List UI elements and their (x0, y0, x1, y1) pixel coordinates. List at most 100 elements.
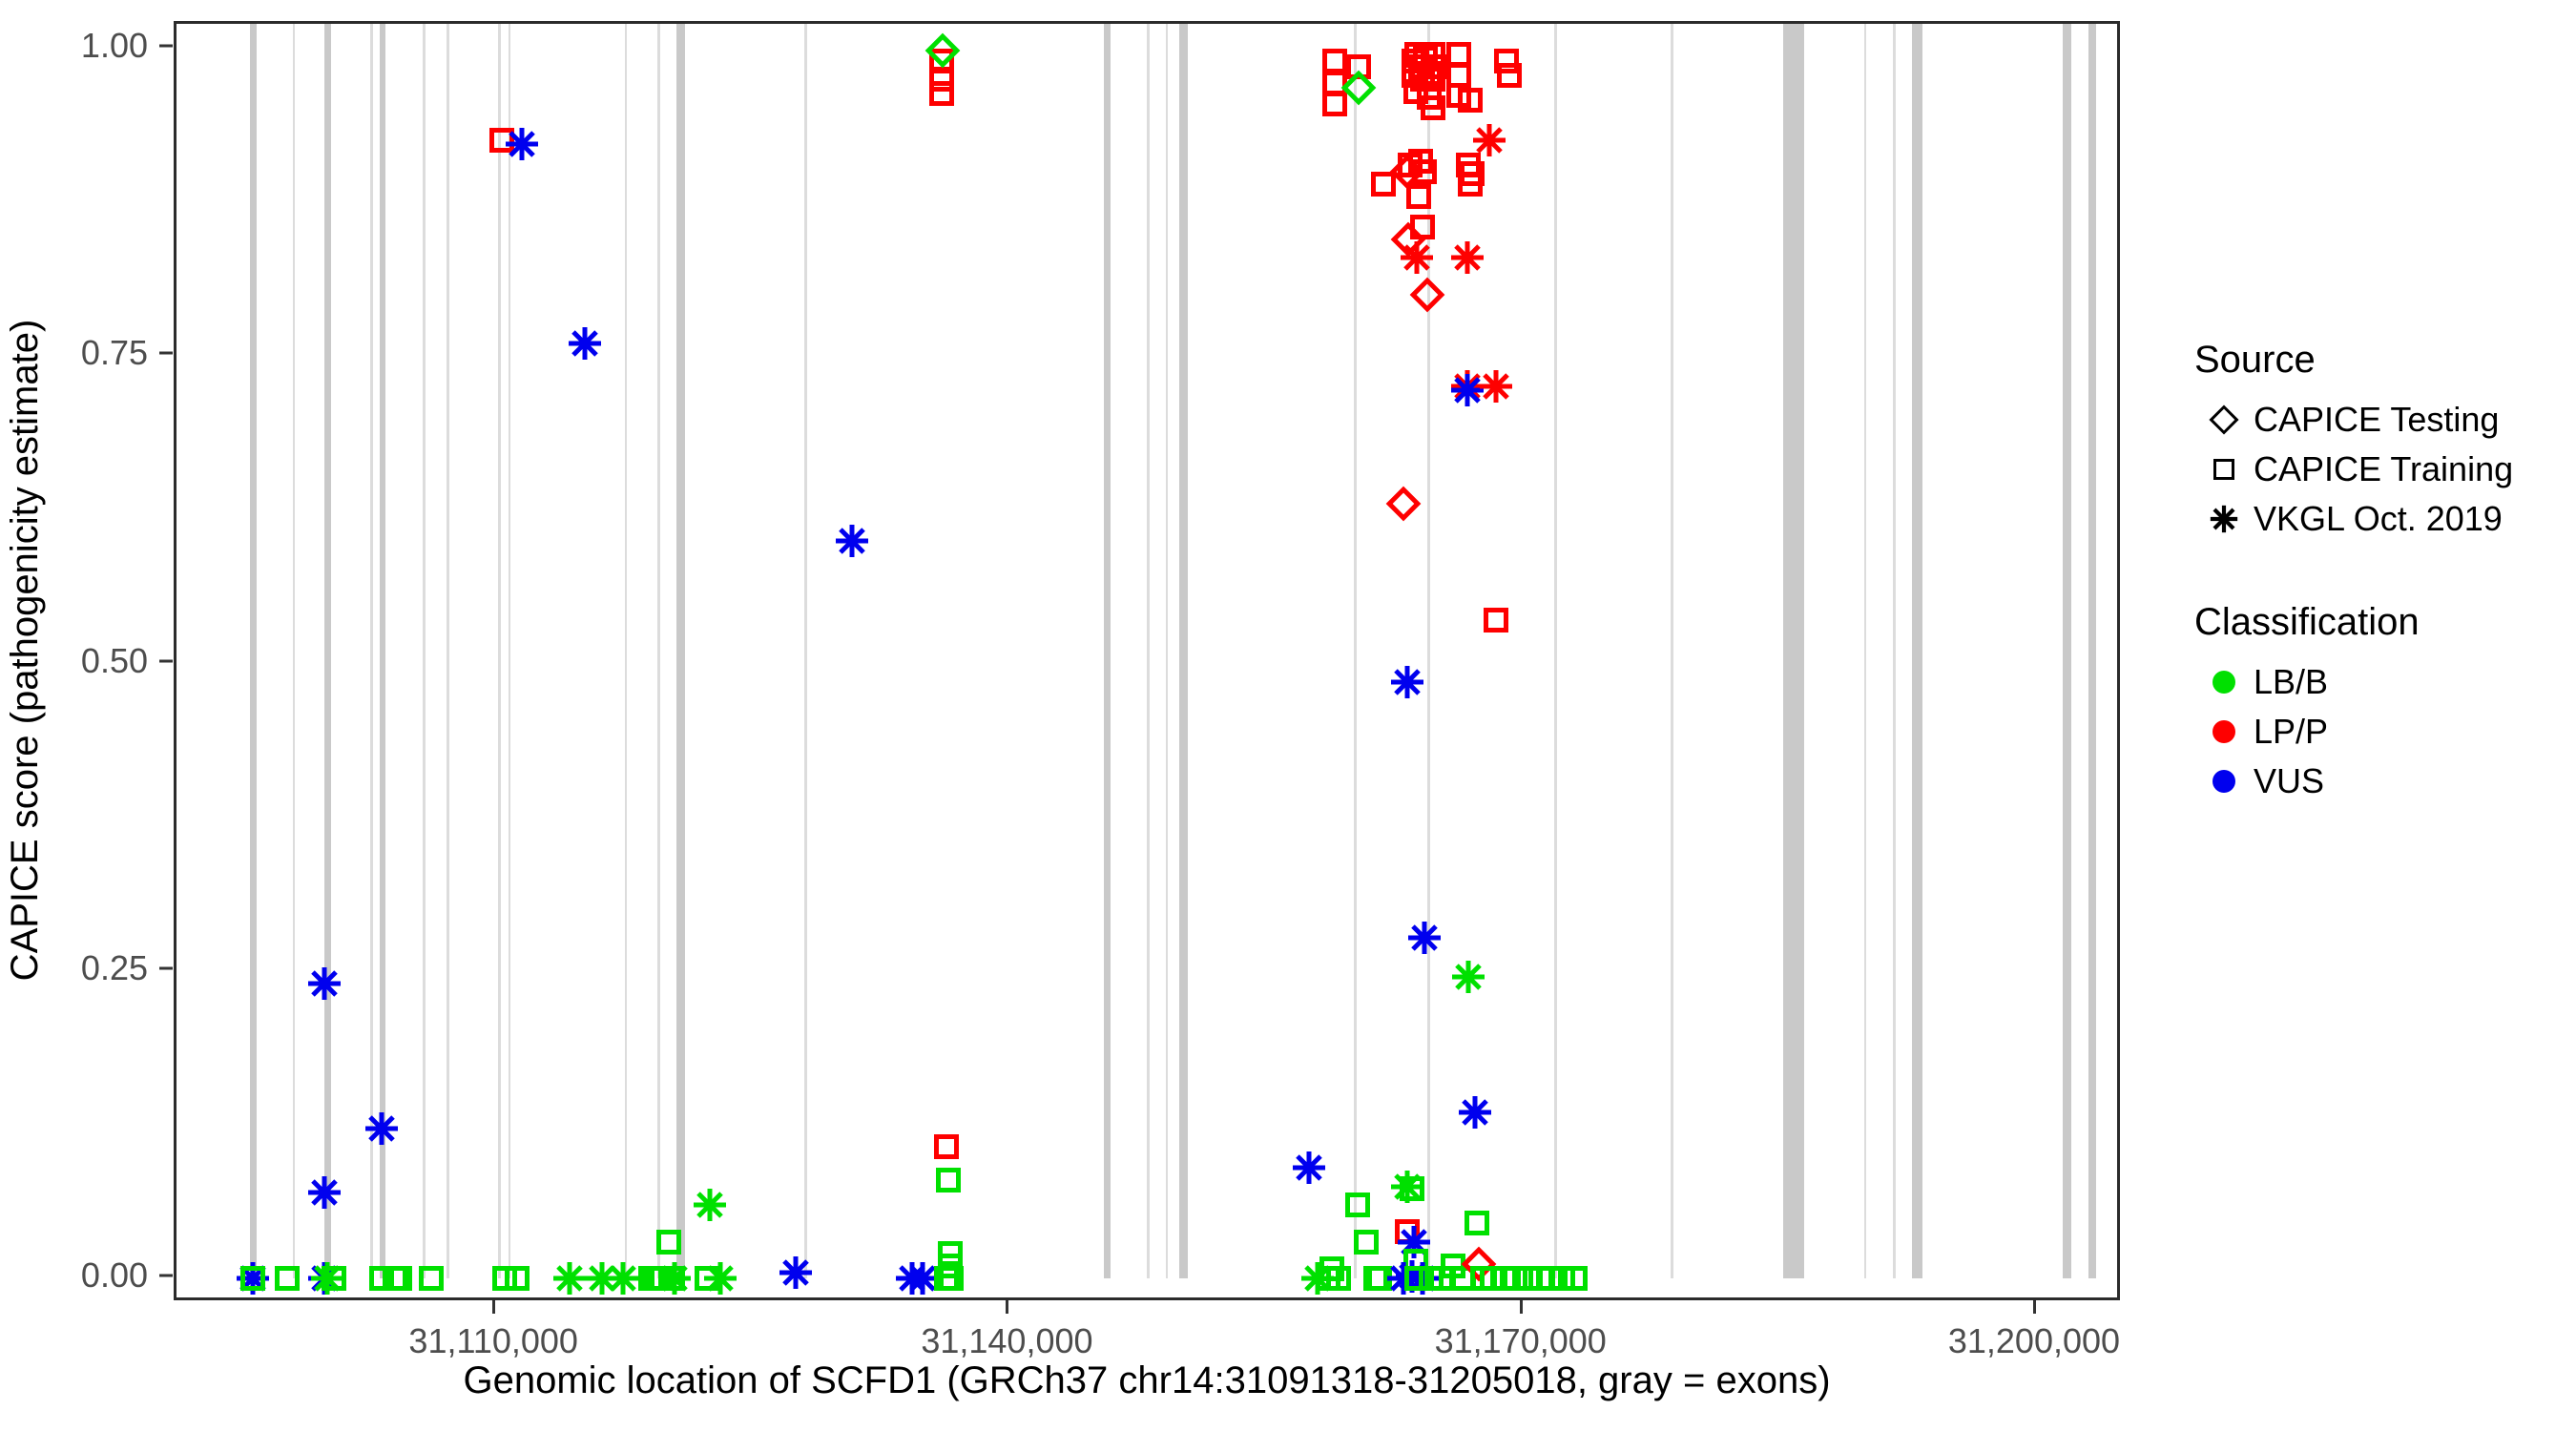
data-point (1385, 486, 1422, 522)
data-point (1341, 70, 1377, 106)
exon-band (380, 24, 385, 1279)
data-point (657, 1261, 692, 1296)
data-point (1409, 67, 1435, 93)
legend-item-label: CAPICE Testing (2254, 400, 2500, 439)
x-tick-mark (2032, 1300, 2036, 1314)
exon-band (676, 24, 686, 1279)
legend-item-source[interactable]: VKGL Oct. 2019 (2194, 494, 2557, 544)
y-tick-mark (159, 44, 173, 48)
exon-band (1783, 24, 1804, 1279)
legend-item-classification[interactable]: LB/B (2194, 657, 2557, 707)
data-point (1562, 1266, 1588, 1292)
data-point (934, 1134, 960, 1160)
data-point (492, 1266, 518, 1292)
x-tick-label: 31,170,000 (1434, 1321, 1607, 1360)
exon-band (2062, 24, 2071, 1279)
data-point (1456, 153, 1482, 178)
data-point (1394, 1219, 1420, 1245)
legend-item-classification[interactable]: VUS (2194, 757, 2557, 806)
data-point (1420, 67, 1445, 93)
data-point (1484, 608, 1508, 633)
data-point (1497, 63, 1523, 89)
data-point (1404, 1266, 1430, 1292)
data-point (585, 1261, 619, 1296)
exon-band (1146, 24, 1150, 1279)
asterisk-icon (2194, 505, 2254, 533)
y-tick-label: 0.50 (80, 640, 148, 680)
data-point (935, 1168, 961, 1193)
data-point (1353, 1229, 1379, 1255)
data-point (1407, 921, 1442, 955)
exon-band (1165, 24, 1169, 1279)
exon-band (624, 24, 628, 1279)
data-point (1398, 153, 1423, 178)
legend-classification-title: Classification (2194, 601, 2420, 643)
data-point (1450, 369, 1485, 404)
y-tick-label: 0.25 (80, 947, 148, 987)
data-point (568, 326, 602, 361)
data-point (694, 1266, 719, 1292)
exon-band (423, 24, 426, 1279)
data-point (1370, 171, 1396, 197)
data-point (1458, 87, 1484, 113)
exon-band (1179, 24, 1189, 1279)
data-point (693, 1188, 727, 1222)
plot-area (177, 24, 2117, 1297)
y-tick-label: 0.00 (80, 1255, 148, 1296)
data-point (779, 1255, 813, 1290)
data-point (1459, 161, 1485, 187)
data-point (1458, 1095, 1492, 1130)
data-point (1316, 1266, 1341, 1292)
exon-band (1911, 24, 1922, 1279)
diamond-icon (2194, 404, 2254, 435)
data-point (939, 1266, 965, 1292)
data-point (1450, 240, 1485, 275)
data-point (489, 128, 515, 154)
data-point (1386, 1261, 1421, 1296)
data-point (386, 1266, 412, 1292)
x-tick-mark (1006, 1300, 1009, 1314)
data-point (928, 48, 954, 73)
legend-item-source[interactable]: CAPICE Testing (2194, 395, 2557, 445)
y-tick-mark (159, 1274, 173, 1277)
data-point (1401, 48, 1426, 73)
legend-item-source[interactable]: CAPICE Training (2194, 445, 2557, 494)
x-axis-title: Genomic location of SCFD1 (GRCh37 chr14:… (463, 1359, 1831, 1401)
data-point (1395, 1259, 1429, 1294)
data-point (275, 1266, 301, 1292)
data-point (1391, 221, 1426, 258)
data-point (1344, 1192, 1370, 1217)
data-point (937, 1241, 963, 1267)
data-point (1465, 1211, 1490, 1236)
data-point (1390, 1170, 1424, 1204)
data-point (1445, 63, 1471, 89)
data-point (1420, 42, 1445, 68)
exon-band (804, 24, 807, 1279)
data-point (1538, 1266, 1564, 1292)
x-tick-mark (492, 1300, 496, 1314)
legend-item-label: VKGL Oct. 2019 (2254, 499, 2503, 538)
legend: Source CAPICE Testing CAPICE Training VKGL… (2194, 339, 2557, 806)
data-point (1409, 214, 1435, 239)
legend-classification-items: LB/B LP/P VUS (2194, 657, 2557, 806)
dot-icon (2194, 671, 2254, 694)
data-point (1411, 158, 1437, 184)
data-point (1450, 1266, 1476, 1292)
data-point (703, 1261, 737, 1296)
exon-band (1427, 24, 1430, 1279)
data-point (1461, 1246, 1497, 1282)
data-point (1451, 960, 1485, 994)
legend-item-classification[interactable]: LP/P (2194, 707, 2557, 757)
exon-band (656, 24, 660, 1279)
exon-band (1554, 24, 1557, 1279)
data-point (383, 1266, 408, 1292)
data-point (1322, 48, 1348, 73)
x-tick-label: 31,200,000 (1947, 1321, 2121, 1360)
exon-band (249, 24, 257, 1279)
data-point (1300, 1261, 1335, 1296)
data-point (1445, 42, 1471, 68)
exon-band (447, 24, 449, 1279)
data-point (928, 81, 954, 107)
data-point (934, 1266, 960, 1292)
exon-band (323, 24, 332, 1279)
